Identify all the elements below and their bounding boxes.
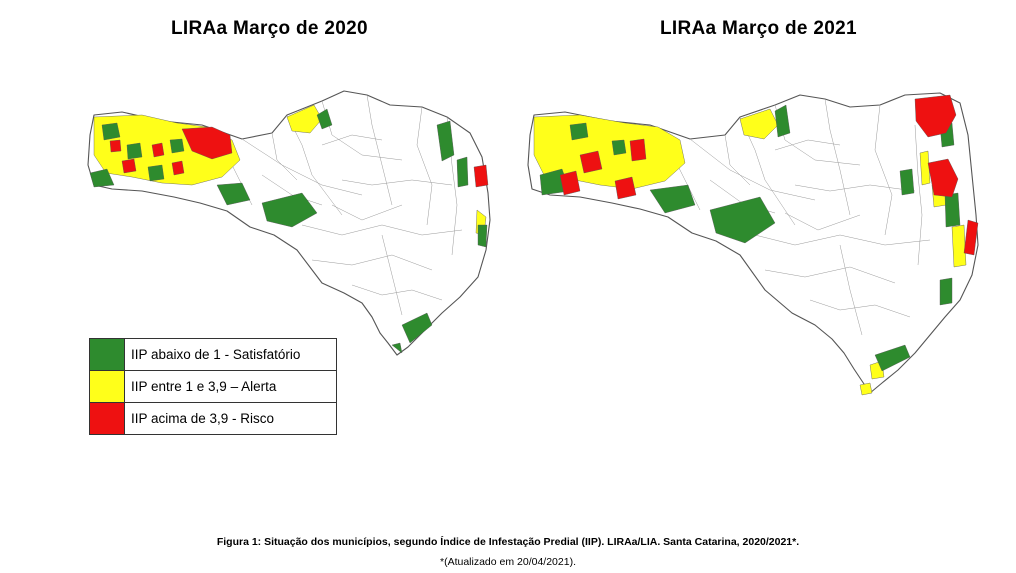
santa-catarina-map-2020 bbox=[87, 90, 491, 356]
iip-risco-regions bbox=[109, 126, 489, 188]
legend-item-alerta: IIP entre 1 e 3,9 – Alerta bbox=[90, 370, 336, 402]
legend-swatch-yellow bbox=[90, 371, 125, 402]
legend-label: IIP acima de 3,9 - Risco bbox=[131, 411, 275, 426]
legend-label: IIP entre 1 e 3,9 – Alerta bbox=[131, 379, 277, 394]
figure-caption: Figura 1: Situação dos municípios, segun… bbox=[216, 536, 800, 548]
legend: IIP abaixo de 1 - Satisfatório IIP entre… bbox=[89, 338, 337, 435]
municipality-borders bbox=[659, 98, 931, 336]
santa-catarina-map-2021 bbox=[527, 92, 979, 396]
legend-swatch-red bbox=[90, 403, 125, 434]
legend-item-risco: IIP acima de 3,9 - Risco bbox=[90, 402, 336, 434]
legend-label: IIP abaixo de 1 - Satisfatório bbox=[131, 347, 301, 362]
iip-risco-regions bbox=[559, 94, 979, 256]
iip-satisfatorio-regions bbox=[89, 108, 488, 354]
map-title-2021: LIRAa Março de 2021 bbox=[660, 18, 857, 39]
map-title-2020: LIRAa Março de 2020 bbox=[171, 18, 368, 39]
legend-item-satisfatorio: IIP abaixo de 1 - Satisfatório bbox=[90, 339, 336, 370]
legend-swatch-green bbox=[90, 339, 125, 370]
figure-update-note: *(Atualizado em 20/04/2021). bbox=[439, 556, 576, 568]
iip-satisfatorio-regions bbox=[539, 104, 961, 372]
